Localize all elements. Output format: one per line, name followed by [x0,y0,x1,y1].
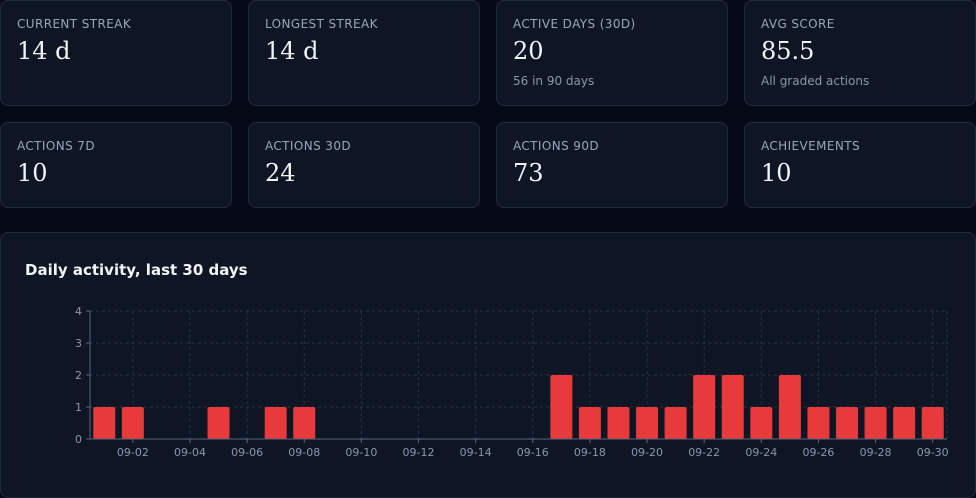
stat-value: 24 [265,159,296,187]
stat-subtext: All graded actions [761,74,870,88]
bar-09-26 [807,407,830,439]
stat-label: ACTIONS 30D [265,139,352,153]
y-tick-label: 4 [75,305,82,318]
x-tick-label: 09-16 [517,446,549,459]
stat-value: 10 [761,159,792,187]
stat-label: ACTIONS 7D [17,139,95,153]
stat-card-actions-7d: ACTIONS 7D 10 [0,122,232,208]
daily-activity-bar-chart: 0 1 2 3 4 09-02 09-04 09-06 09-08 09-10 09-12 09-14… [75,305,949,459]
y-tick-label: 3 [75,337,82,350]
bar-09-05 [207,407,230,439]
bar-09-27 [836,407,859,439]
bar-09-29 [893,407,916,439]
stat-value: 14 d [265,37,319,65]
stat-label: ACTIONS 90D [513,139,600,153]
x-tick-label: 09-08 [288,446,320,459]
chart-title: Daily activity, last 30 days [25,261,248,279]
stat-card-active-days: ACTIVE DAYS (30D) 20 56 in 90 days [496,0,728,106]
y-tick-label: 1 [75,401,82,414]
stat-card-achievements: ACHIEVEMENTS 10 [744,122,976,208]
bar-09-20 [636,407,659,439]
stat-card-actions-30d: ACTIONS 30D 24 [248,122,480,208]
stat-value: 20 [513,37,544,65]
x-tick-label: 09-12 [403,446,435,459]
stat-card-longest-streak: LONGEST STREAK 14 d [248,0,480,106]
bar-09-07 [264,407,287,439]
x-tick-label: 09-24 [745,446,777,459]
bar-09-19 [607,407,630,439]
stat-card-actions-90d: ACTIONS 90D 73 [496,122,728,208]
x-tick-label: 09-20 [631,446,663,459]
x-tick-label: 09-18 [574,446,606,459]
bar-09-01 [93,407,116,439]
x-tick-label: 09-06 [231,446,263,459]
bar-09-17 [550,375,573,439]
stat-card-current-streak: CURRENT STREAK 14 d [0,0,232,106]
x-tick-label: 09-04 [174,446,206,459]
bar-09-25 [778,375,801,439]
y-tick-label: 0 [75,433,82,446]
y-tick-label: 2 [75,369,82,382]
stat-value: 73 [513,159,544,187]
x-tick-label: 09-22 [688,446,720,459]
stat-label: AVG SCORE [761,17,835,31]
x-tick-label: 09-10 [345,446,377,459]
stat-card-avg-score: AVG SCORE 85.5 All graded actions [744,0,976,106]
bar-09-22 [693,375,716,439]
bar-09-02 [121,407,144,439]
x-tick-label: 09-30 [917,446,949,459]
stat-label: LONGEST STREAK [265,17,378,31]
bar-09-28 [864,407,887,439]
bar-09-21 [664,407,687,439]
stat-value: 10 [17,159,48,187]
bar-09-18 [578,407,601,439]
bar-09-08 [293,407,316,439]
bar-09-23 [721,375,744,439]
x-tick-label: 09-26 [802,446,834,459]
daily-activity-chart-card: Daily activity, last 30 days 0 1 2 3 4 09-02 0… [0,232,976,498]
bar-09-24 [750,407,773,439]
x-tick-label: 09-02 [117,446,149,459]
x-tick-label: 09-28 [860,446,892,459]
stat-subtext: 56 in 90 days [513,74,595,88]
bar-09-30 [921,407,944,439]
x-tick-label: 09-14 [460,446,492,459]
stat-value: 85.5 [761,37,815,65]
stat-label: ACTIVE DAYS (30D) [513,17,636,31]
stat-label: ACHIEVEMENTS [761,139,860,153]
stat-value: 14 d [17,37,71,65]
stat-label: CURRENT STREAK [17,17,132,31]
